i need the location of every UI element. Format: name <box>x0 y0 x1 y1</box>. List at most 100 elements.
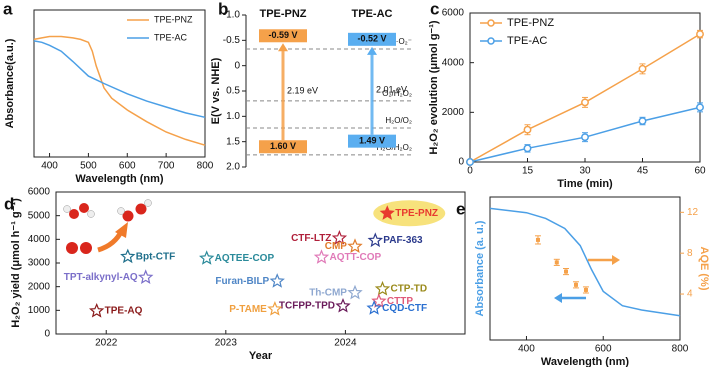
marker <box>535 237 540 242</box>
star-marker <box>347 238 363 253</box>
star-marker <box>120 248 136 264</box>
potential-label: O₂/·O₂⁻ <box>384 37 412 46</box>
x-tick-label: 45 <box>637 166 649 177</box>
y-tick-label: 0 <box>44 329 50 340</box>
point-label: TPE-AQ <box>105 306 143 317</box>
valence-band <box>259 140 307 154</box>
legend-label: TPE-AC <box>154 32 188 42</box>
point-label: PAF-363 <box>383 235 423 246</box>
y-axis-label: Absorbance(a.u.) <box>4 38 16 128</box>
y-tick-label: -0.5 <box>223 35 241 46</box>
marker <box>583 287 588 292</box>
oxygen-atom <box>66 242 78 254</box>
y-axis-label: H₂O₂ evolution (μmol g⁻¹) <box>428 20 440 154</box>
cb-label: -0.52 V <box>357 34 386 44</box>
band-gap-label: 2.19 eV <box>287 86 318 96</box>
x-axis-label: Time (min) <box>557 178 613 190</box>
legend-label: TPE-AC <box>507 35 547 47</box>
x-axis-label: Wavelength (nm) <box>75 173 164 185</box>
x-axis-label: Year <box>249 350 273 362</box>
point-label: AQTEE-COP <box>215 253 275 264</box>
hydrogen-atom <box>144 199 152 207</box>
x-tick-label: 600 <box>595 344 612 355</box>
vb-label: 1.49 V <box>359 136 385 146</box>
x-tick-label: 30 <box>579 166 591 177</box>
star-marker <box>366 300 382 315</box>
y2-tick-label: 4 <box>687 289 693 300</box>
point-label: Th-CMP <box>309 287 347 298</box>
y-tick-label: 2.0 <box>226 162 240 173</box>
series-line <box>33 35 206 146</box>
material-name: TPE-PNZ <box>259 8 306 20</box>
star-marker <box>88 302 105 318</box>
marker <box>573 282 578 287</box>
x-tick-label: 600 <box>119 161 136 172</box>
plot-frame <box>33 9 206 158</box>
star-marker <box>379 205 395 220</box>
molecule-decoration <box>63 199 152 254</box>
y-tick-label: 6000 <box>442 8 465 19</box>
marker <box>466 158 474 166</box>
y-tick-label: 3000 <box>28 258 51 269</box>
highlight <box>373 200 446 227</box>
y2-tick-label: 8 <box>687 248 693 259</box>
star-marker <box>367 232 384 248</box>
x-tick-label: 400 <box>518 344 535 355</box>
legend-marker <box>487 19 495 27</box>
panel-label: e <box>456 199 465 218</box>
star-marker <box>137 269 154 284</box>
marker <box>564 269 568 274</box>
point-label: P-TAME <box>229 304 267 315</box>
y-tick-label: 5000 <box>28 210 51 221</box>
marker <box>523 125 532 134</box>
point-label: CMP <box>325 241 348 252</box>
plot-frame <box>489 196 681 341</box>
conduction-band <box>348 32 396 46</box>
hydrogen-atom <box>63 205 71 213</box>
x-tick-label: 800 <box>672 344 689 355</box>
y-axis-label: E(V vs. NHE) <box>210 57 222 124</box>
y-tick-label: 0 <box>234 60 240 71</box>
panel-label: a <box>3 0 13 18</box>
star-marker <box>313 249 330 264</box>
y-tick-label: 2000 <box>442 107 465 118</box>
y-tick-label: 6000 <box>28 187 51 198</box>
x-tick-label: 400 <box>41 161 58 172</box>
x-tick-label: 2023 <box>215 338 238 349</box>
reaction-arrow-head <box>115 222 128 238</box>
y-tick-label: 2000 <box>28 281 51 292</box>
x-tick-label: 0 <box>467 166 473 177</box>
conduction-band <box>259 29 307 43</box>
y-tick-label: 1000 <box>28 305 51 316</box>
point-label: CTP-TD <box>390 284 427 295</box>
vb-label: 1.60 V <box>270 141 296 151</box>
star-marker <box>331 230 348 245</box>
panel-label: b <box>218 0 228 18</box>
point-label: CTF-LTZ <box>291 233 331 244</box>
y-tick-label: 4000 <box>28 234 51 245</box>
band-gap-arrow-head <box>367 46 377 55</box>
y-tick-label: 0.5 <box>226 86 240 97</box>
y-tick-label: 4000 <box>442 57 465 68</box>
star-marker <box>347 284 363 300</box>
marker <box>581 133 589 142</box>
panel-label: d <box>4 194 14 213</box>
point-label: CQD-CTF <box>382 303 427 314</box>
band-gap-arrow-head <box>278 43 288 52</box>
star-marker <box>335 298 351 313</box>
panel-e-arrows <box>554 255 620 303</box>
x-tick-label: 60 <box>694 166 706 177</box>
x-tick-label: 800 <box>197 161 214 172</box>
material-name: TPE-AC <box>352 8 393 20</box>
point-label: Bpt-CTF <box>136 251 175 262</box>
point-label: Furan-BILP <box>215 276 269 287</box>
oxygen-atom <box>80 242 92 254</box>
marker <box>581 98 589 107</box>
marker <box>638 117 647 125</box>
marker <box>638 64 647 73</box>
band-gap-label: 2.01 eV <box>376 85 407 95</box>
marker <box>696 30 704 39</box>
y-tick-label: 1.5 <box>226 136 240 147</box>
